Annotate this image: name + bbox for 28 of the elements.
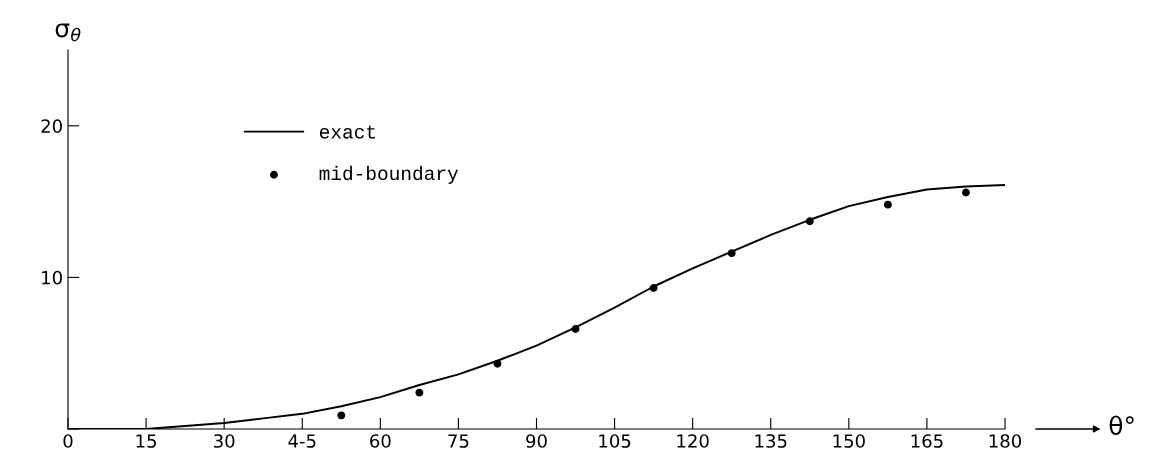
legend-label: exact	[319, 125, 376, 139]
x-tick-label: 60	[370, 434, 391, 448]
x-tick-label: 135	[755, 434, 787, 448]
x-axis-title: θ°	[1109, 415, 1134, 436]
point	[493, 359, 502, 368]
x-tick-label: 120	[677, 434, 709, 448]
point	[415, 388, 424, 397]
x-tick-label: 75	[448, 434, 469, 448]
point	[727, 249, 736, 258]
y-axis-title: σ$_{θ}$	[55, 23, 81, 42]
legend-label: mid-boundary	[319, 165, 459, 184]
x-tick-label: 180	[989, 434, 1022, 448]
point	[883, 200, 892, 209]
x-tick-label: 15	[136, 434, 156, 448]
point	[962, 188, 970, 197]
x-tick-label: 30	[214, 434, 235, 448]
x-tick-label: 90	[526, 434, 547, 448]
point	[337, 411, 346, 420]
x-tick-label: 165	[911, 434, 943, 448]
x-tick-label: 0	[63, 434, 73, 448]
x-tick-label: 4-5	[288, 434, 316, 448]
point	[571, 324, 580, 333]
x-tick-label: 105	[599, 434, 631, 448]
y-tick-label: 20	[41, 119, 62, 133]
y-tick-label: 10	[42, 270, 62, 285]
x-tick-label: 150	[833, 434, 865, 448]
point	[805, 217, 814, 226]
point	[649, 284, 658, 292]
